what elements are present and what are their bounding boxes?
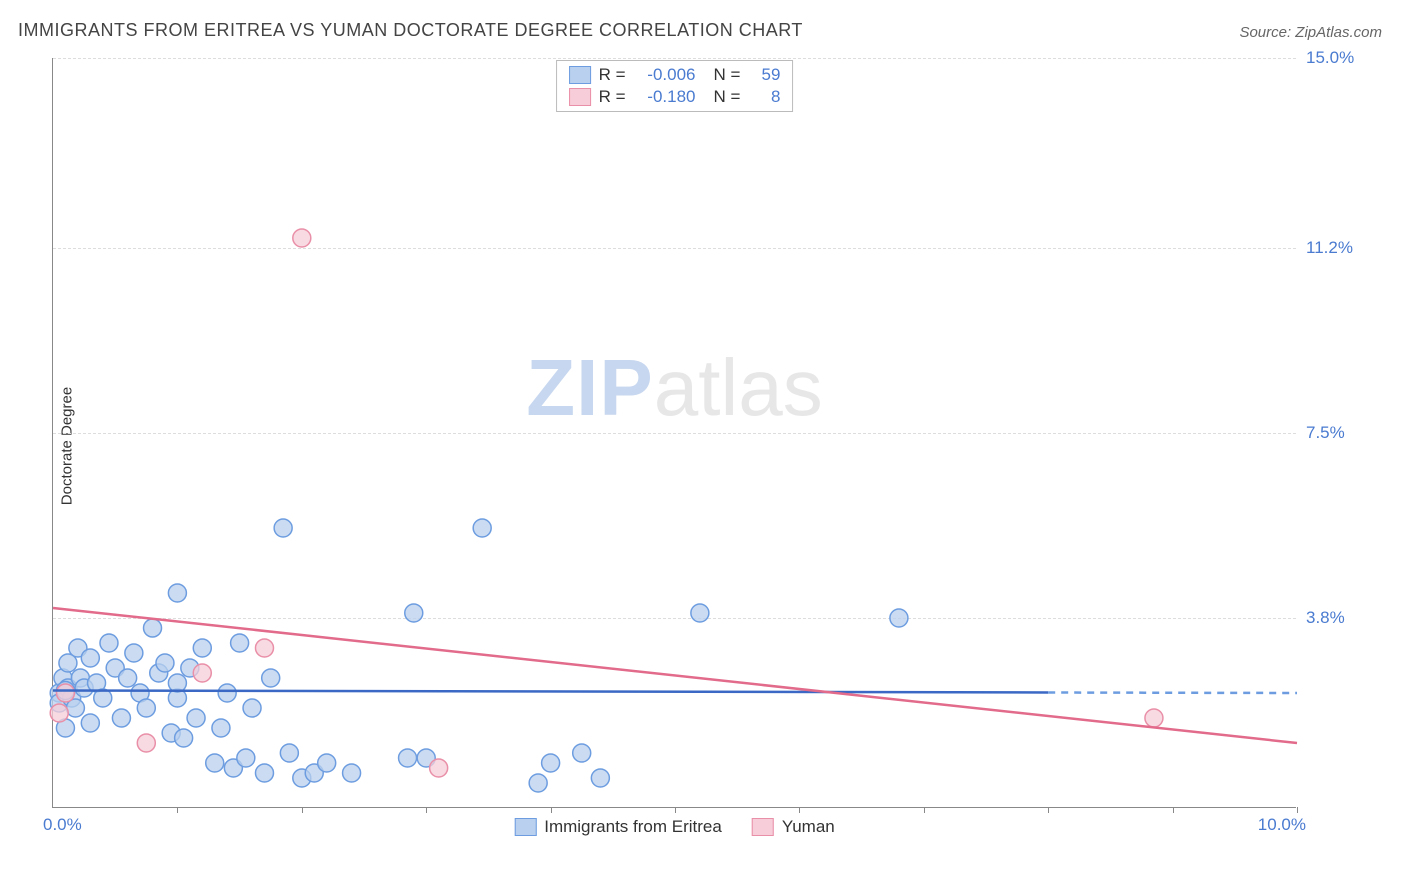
scatter-point-eritrea: [81, 714, 99, 732]
x-axis-tick: [1297, 807, 1298, 813]
scatter-point-eritrea: [100, 634, 118, 652]
x-axis-tick: [1048, 807, 1049, 813]
legend-series-eritrea: Immigrants from Eritrea: [514, 817, 722, 837]
x-axis-tick: [799, 807, 800, 813]
scatter-point-eritrea: [280, 744, 298, 762]
scatter-point-eritrea: [81, 649, 99, 667]
legend-swatch-yuman: [752, 818, 774, 836]
x-axis-tick: [675, 807, 676, 813]
trend-line-eritrea: [53, 691, 1048, 693]
scatter-point-eritrea: [144, 619, 162, 637]
scatter-point-yuman: [1145, 709, 1163, 727]
scatter-point-eritrea: [405, 604, 423, 622]
legend-stat-row-eritrea: R = -0.006 N = 59: [569, 65, 781, 85]
x-axis-tick: [177, 807, 178, 813]
scatter-point-yuman: [50, 704, 68, 722]
scatter-point-eritrea: [156, 654, 174, 672]
scatter-point-yuman: [137, 734, 155, 752]
scatter-point-eritrea: [237, 749, 255, 767]
scatter-point-eritrea: [591, 769, 609, 787]
scatter-point-eritrea: [473, 519, 491, 537]
r-label: R =: [599, 87, 626, 107]
y-axis-gridline-label: 7.5%: [1306, 423, 1386, 443]
scatter-point-eritrea: [274, 519, 292, 537]
scatter-point-yuman: [56, 684, 74, 702]
plot-svg: [53, 58, 1296, 807]
scatter-point-eritrea: [399, 749, 417, 767]
scatter-point-eritrea: [529, 774, 547, 792]
scatter-point-eritrea: [573, 744, 591, 762]
scatter-point-eritrea: [255, 764, 273, 782]
scatter-point-eritrea: [193, 639, 211, 657]
chart-title: IMMIGRANTS FROM ERITREA VS YUMAN DOCTORA…: [18, 20, 803, 41]
trend-line-eritrea-dashed: [1048, 693, 1297, 694]
scatter-point-eritrea: [112, 709, 130, 727]
legend-stat-row-yuman: R = -0.180 N = 8: [569, 87, 781, 107]
legend-series-yuman: Yuman: [752, 817, 835, 837]
x-axis-tick: [426, 807, 427, 813]
r-value: -0.006: [634, 65, 696, 85]
legend-swatch-eritrea: [514, 818, 536, 836]
n-label: N =: [714, 87, 741, 107]
scatter-point-eritrea: [137, 699, 155, 717]
x-axis-tick: [1173, 807, 1174, 813]
r-label: R =: [599, 65, 626, 85]
scatter-point-eritrea: [262, 669, 280, 687]
y-axis-gridline-label: 11.2%: [1306, 238, 1386, 258]
scatter-point-yuman: [293, 229, 311, 247]
x-axis-tick: [924, 807, 925, 813]
scatter-point-eritrea: [542, 754, 560, 772]
correlation-legend: R = -0.006 N = 59 R = -0.180 N = 8: [556, 60, 794, 112]
y-axis-gridline-label: 3.8%: [1306, 608, 1386, 628]
plot-area: ZIPatlas R =-0.006N =59R =-0.180N =8 0.0…: [52, 58, 1296, 808]
x-axis-tick: [551, 807, 552, 813]
scatter-point-eritrea: [206, 754, 224, 772]
n-value: 8: [748, 87, 780, 107]
n-value: 59: [748, 65, 780, 85]
scatter-point-eritrea: [343, 764, 361, 782]
scatter-point-eritrea: [218, 684, 236, 702]
source-attribution: Source: ZipAtlas.com: [1239, 24, 1382, 41]
trend-line-yuman: [53, 608, 1297, 743]
scatter-point-eritrea: [187, 709, 205, 727]
y-axis-gridline-label: 15.0%: [1306, 48, 1386, 68]
legend-series-label: Immigrants from Eritrea: [544, 817, 722, 837]
r-value: -0.180: [634, 87, 696, 107]
series-legend: Immigrants from Eritrea Yuman: [514, 817, 835, 837]
x-axis-tick: [302, 807, 303, 813]
scatter-point-yuman: [255, 639, 273, 657]
legend-swatch-eritrea: [569, 66, 591, 84]
scatter-point-eritrea: [212, 719, 230, 737]
scatter-point-eritrea: [231, 634, 249, 652]
legend-series-label: Yuman: [782, 817, 835, 837]
scatter-point-eritrea: [175, 729, 193, 747]
scatter-point-eritrea: [119, 669, 137, 687]
n-label: N =: [714, 65, 741, 85]
scatter-point-eritrea: [890, 609, 908, 627]
scatter-point-eritrea: [691, 604, 709, 622]
legend-swatch-yuman: [569, 88, 591, 106]
scatter-point-eritrea: [243, 699, 261, 717]
x-axis-max-label: 10.0%: [1258, 815, 1306, 835]
scatter-point-eritrea: [318, 754, 336, 772]
scatter-point-yuman: [193, 664, 211, 682]
scatter-point-eritrea: [125, 644, 143, 662]
x-axis-min-label: 0.0%: [43, 815, 82, 835]
scatter-point-eritrea: [168, 584, 186, 602]
scatter-point-yuman: [430, 759, 448, 777]
scatter-point-eritrea: [168, 674, 186, 692]
